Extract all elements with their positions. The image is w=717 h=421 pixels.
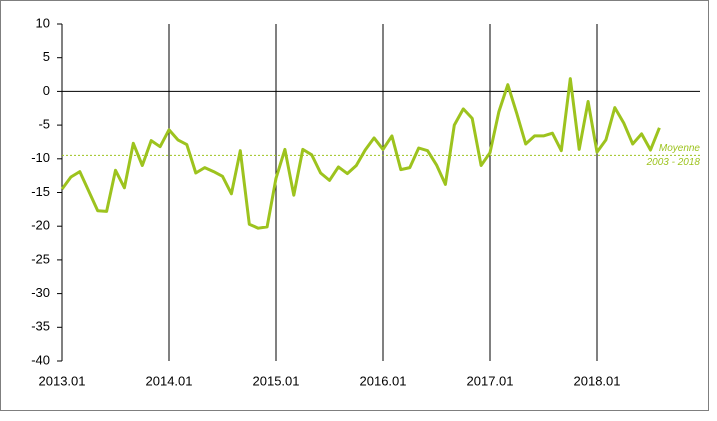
y-tick-label: -25 (31, 251, 50, 266)
y-tick-label: -10 (31, 150, 50, 165)
y-tick-label: -15 (31, 184, 50, 199)
chart-border (0, 0, 709, 411)
y-tick-label: 5 (43, 49, 50, 64)
x-tick-label: 2018.01 (574, 373, 621, 388)
average-label: 2003 - 2018 (646, 157, 701, 168)
y-tick-label: -35 (31, 319, 50, 334)
data-line (60, 77, 661, 230)
y-tick-label: 10 (36, 15, 50, 30)
average-label: Moyenne (659, 143, 701, 154)
y-tick-label: -20 (31, 218, 50, 233)
x-tick-label: 2015.01 (253, 373, 300, 388)
x-tick-label: 2014.01 (146, 373, 193, 388)
x-tick-label: 2016.01 (360, 373, 407, 388)
y-tick-label: -5 (38, 117, 50, 132)
x-tick-label: 2017.01 (467, 373, 514, 388)
y-tick-label: 0 (43, 83, 50, 98)
x-tick-label: 2013.01 (39, 373, 86, 388)
y-tick-label: -40 (31, 352, 50, 367)
y-tick-label: -30 (31, 285, 50, 300)
